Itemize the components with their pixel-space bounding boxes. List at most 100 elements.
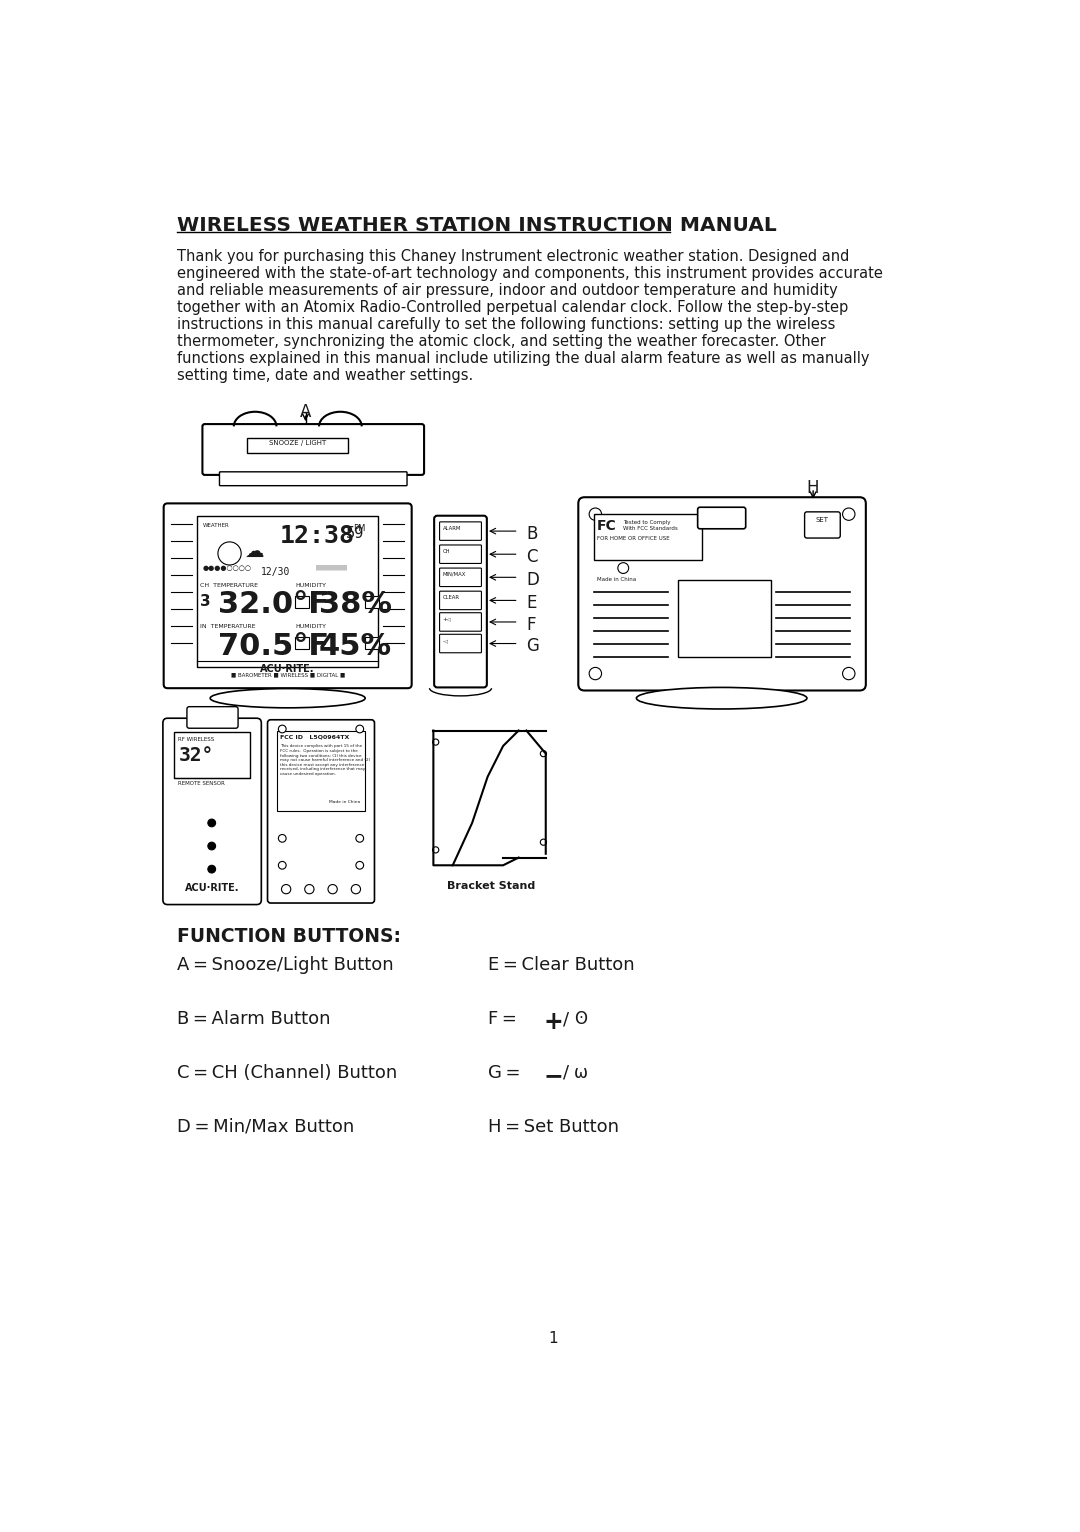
Text: B = Alarm Button: B = Alarm Button: [177, 1010, 330, 1028]
FancyBboxPatch shape: [440, 591, 482, 610]
Text: 70.5°F: 70.5°F: [218, 633, 329, 660]
Text: FUNCTION BUTTONS:: FUNCTION BUTTONS:: [177, 927, 401, 945]
Text: /: /: [563, 1063, 569, 1082]
Text: ||||||||||||||||: ||||||||||||||||: [314, 565, 347, 570]
FancyBboxPatch shape: [164, 504, 411, 688]
Text: 32°: 32°: [178, 746, 214, 764]
Circle shape: [305, 884, 314, 893]
Text: ACU·RITE.: ACU·RITE.: [260, 663, 315, 674]
Text: 12/30: 12/30: [260, 567, 289, 578]
Circle shape: [328, 884, 337, 893]
Text: A = Snooze/Light Button: A = Snooze/Light Button: [177, 956, 393, 974]
FancyBboxPatch shape: [187, 706, 238, 728]
Text: +◁: +◁: [443, 616, 451, 622]
Circle shape: [433, 738, 438, 745]
Circle shape: [207, 843, 216, 850]
Circle shape: [279, 861, 286, 869]
FancyBboxPatch shape: [440, 522, 482, 541]
Text: thermometer, synchronizing the atomic clock, and setting the weather forecaster.: thermometer, synchronizing the atomic cl…: [177, 334, 825, 349]
Text: PM: PM: [353, 524, 366, 533]
FancyBboxPatch shape: [440, 568, 482, 587]
FancyBboxPatch shape: [219, 472, 407, 486]
Bar: [594, 515, 702, 561]
Circle shape: [282, 884, 291, 893]
FancyBboxPatch shape: [578, 498, 866, 691]
Circle shape: [207, 820, 216, 827]
Text: FCC ID   L5Q0964TX: FCC ID L5Q0964TX: [280, 734, 349, 740]
Text: engineered with the state-of-art technology and components, this instrument prov: engineered with the state-of-art technol…: [177, 267, 882, 282]
Bar: [365, 637, 379, 650]
Text: 59: 59: [346, 527, 364, 541]
Text: ACU·RITE.: ACU·RITE.: [185, 882, 239, 893]
FancyBboxPatch shape: [698, 507, 745, 529]
Text: -◁: -◁: [443, 639, 448, 643]
Text: 45%: 45%: [319, 633, 392, 660]
Text: E: E: [526, 594, 537, 613]
Circle shape: [351, 884, 361, 893]
Ellipse shape: [211, 688, 365, 708]
Text: SNOOZE / LIGHT: SNOOZE / LIGHT: [269, 440, 326, 446]
Text: F =: F =: [488, 1010, 521, 1028]
Text: F: F: [526, 616, 536, 634]
FancyBboxPatch shape: [202, 424, 424, 475]
Text: C: C: [526, 548, 538, 565]
Circle shape: [433, 847, 438, 853]
Text: /: /: [563, 1010, 569, 1028]
Text: H: H: [807, 478, 820, 496]
Text: CLEAR: CLEAR: [443, 594, 460, 601]
Text: G: G: [526, 637, 539, 656]
Text: and reliable measurements of air pressure, indoor and outdoor temperature and hu: and reliable measurements of air pressur…: [177, 283, 838, 299]
Bar: [247, 438, 348, 453]
Bar: [174, 732, 251, 778]
Text: C = CH (Channel) Button: C = CH (Channel) Button: [177, 1063, 397, 1082]
Text: ■ BAROMETER ■ WIRELESS ■ DIGITAL ■: ■ BAROMETER ■ WIRELESS ■ DIGITAL ■: [230, 673, 345, 677]
FancyBboxPatch shape: [440, 545, 482, 564]
Text: HUMIDITY: HUMIDITY: [296, 582, 326, 588]
Text: B: B: [526, 525, 538, 542]
Circle shape: [842, 668, 855, 680]
Text: CH: CH: [443, 548, 450, 555]
Text: ALARM: ALARM: [443, 525, 461, 530]
Text: 12:38: 12:38: [280, 524, 355, 548]
Text: D: D: [526, 571, 539, 590]
Text: ω: ω: [573, 1063, 588, 1082]
Circle shape: [590, 509, 602, 521]
Circle shape: [618, 562, 629, 573]
Text: 3: 3: [200, 594, 211, 610]
Circle shape: [540, 840, 546, 846]
FancyBboxPatch shape: [163, 719, 261, 904]
Text: With FCC Standards: With FCC Standards: [623, 527, 678, 532]
Text: ☁: ☁: [245, 542, 265, 561]
Text: This device complies with part 15 of the
FCC rules.  Operation is subject to the: This device complies with part 15 of the…: [280, 745, 370, 777]
Text: MIN/MAX: MIN/MAX: [443, 571, 467, 578]
Circle shape: [842, 509, 855, 521]
Text: D = Min/Max Button: D = Min/Max Button: [177, 1118, 354, 1135]
Text: H = Set Button: H = Set Button: [488, 1118, 619, 1135]
Bar: [677, 581, 770, 657]
Text: +: +: [543, 1010, 563, 1034]
Text: CH  TEMPERATURE: CH TEMPERATURE: [200, 582, 258, 588]
Text: WIRELESS WEATHER STATION INSTRUCTION MANUAL: WIRELESS WEATHER STATION INSTRUCTION MAN…: [177, 216, 777, 236]
Text: E = Clear Button: E = Clear Button: [488, 956, 634, 974]
Text: 32.0°F: 32.0°F: [218, 590, 329, 619]
FancyBboxPatch shape: [440, 634, 482, 653]
Text: Made in China: Made in China: [329, 800, 361, 804]
Circle shape: [279, 725, 286, 732]
Circle shape: [356, 835, 364, 843]
Circle shape: [356, 861, 364, 869]
FancyBboxPatch shape: [805, 512, 840, 538]
Text: Thank you for purchasing this Chaney Instrument electronic weather station. Desi: Thank you for purchasing this Chaney Ins…: [177, 250, 849, 265]
Text: FC: FC: [597, 519, 617, 533]
Text: together with an Atomix Radio-Controlled perpetual calendar clock. Follow the st: together with an Atomix Radio-Controlled…: [177, 300, 848, 316]
Bar: [197, 516, 378, 666]
Text: 1: 1: [549, 1331, 558, 1347]
Bar: [365, 596, 379, 608]
Text: −: −: [543, 1063, 563, 1088]
Text: FOR HOME OR OFFICE USE: FOR HOME OR OFFICE USE: [597, 536, 670, 541]
Circle shape: [590, 668, 602, 680]
Text: IN  TEMPERATURE: IN TEMPERATURE: [200, 624, 256, 630]
Circle shape: [356, 725, 364, 732]
Text: REMOTE SENSOR: REMOTE SENSOR: [178, 781, 226, 786]
FancyBboxPatch shape: [434, 516, 487, 688]
Text: instructions in this manual carefully to set the following functions: setting up: instructions in this manual carefully to…: [177, 317, 835, 332]
